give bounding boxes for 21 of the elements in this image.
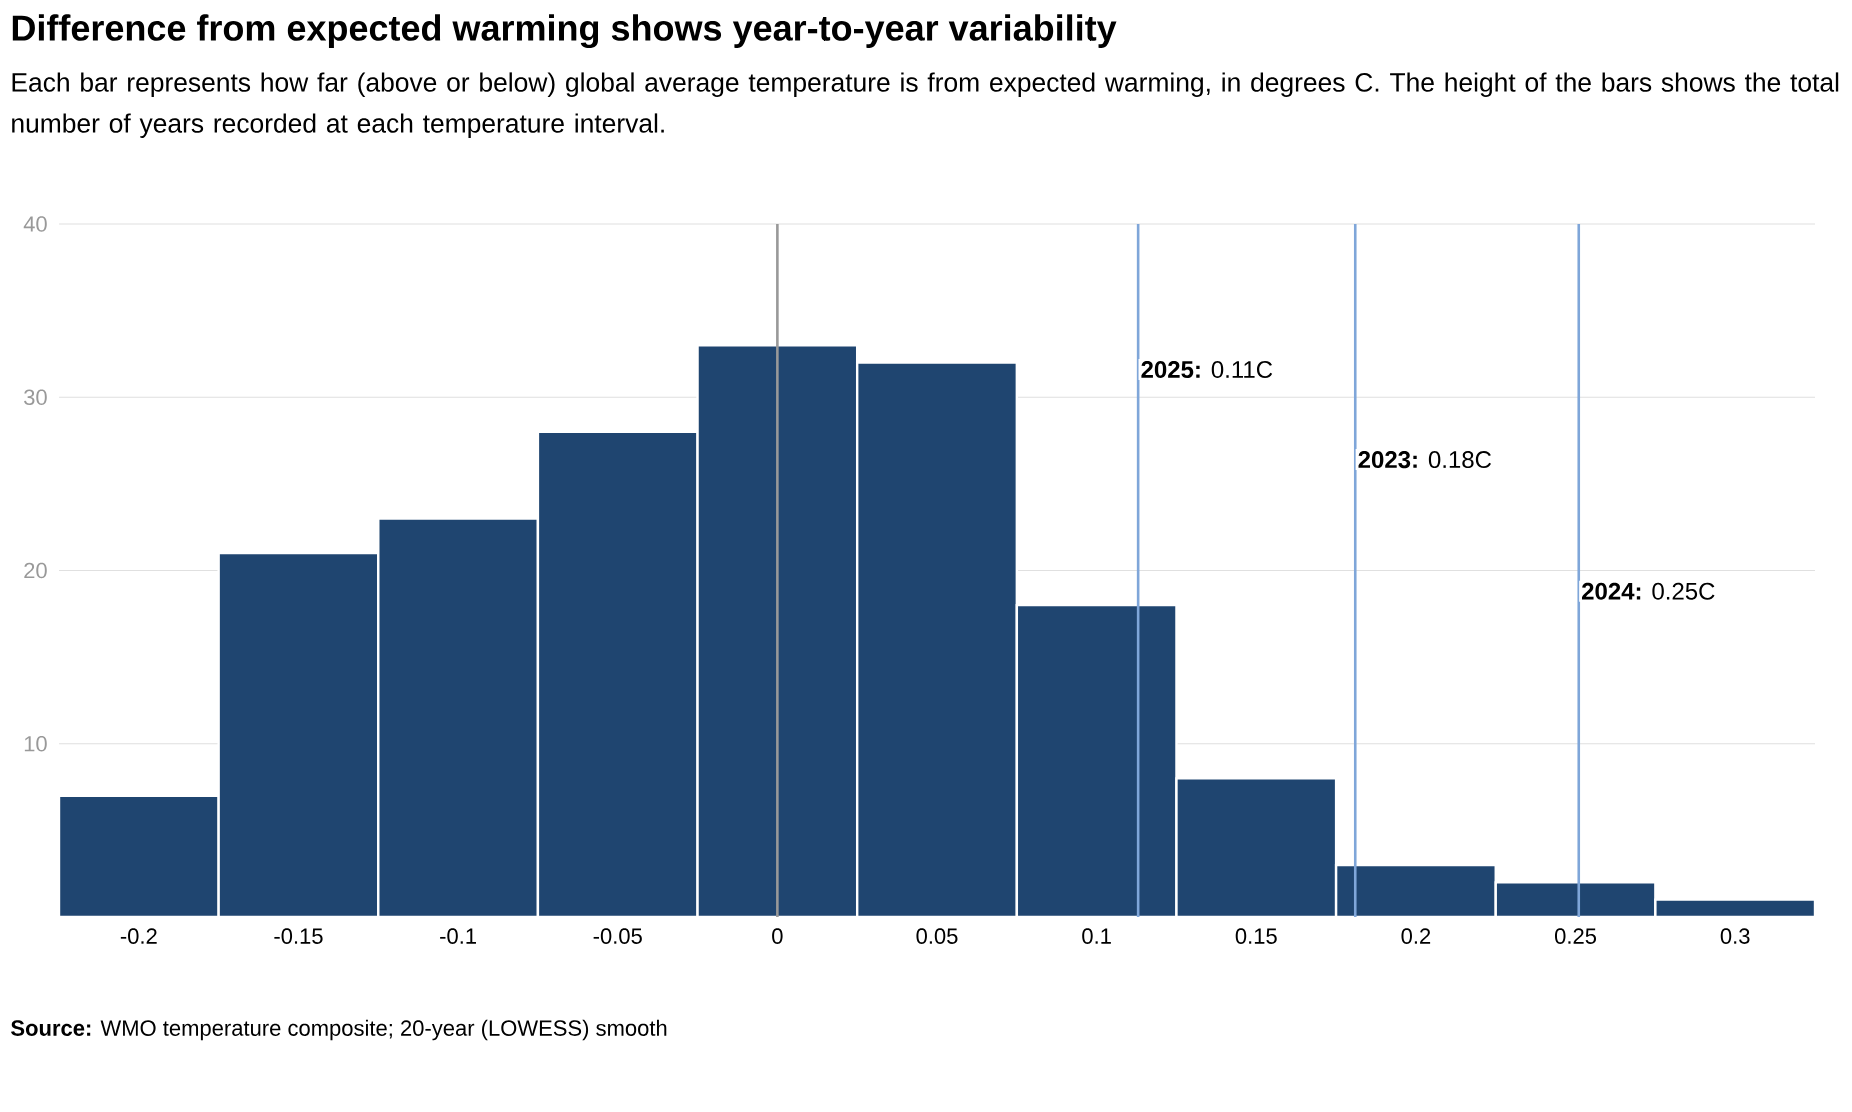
y-tick-label: 10 <box>24 735 47 752</box>
x-tick-label: 0.2 <box>1401 928 1431 944</box>
y-tick-label: 20 <box>24 562 47 579</box>
text: Source: WMO temperature composite; 20-year (LOWESS) smooth <box>11 1019 667 1041</box>
ref-line-label: 2025: 0.11C <box>1141 361 1273 378</box>
x-tick-label: 0.25 <box>1554 928 1597 944</box>
x-tick-label: -0.2 <box>120 928 157 944</box>
x-tick-label: 0.15 <box>1235 928 1277 944</box>
ref-line-label: 2023: 0.18C <box>1358 451 1492 469</box>
y-tick-label: 40 <box>23 216 47 232</box>
x-tick-label: 0.05 <box>916 928 958 944</box>
x-tick-label: 0.1 <box>1082 928 1111 944</box>
x-tick-label: -0.1 <box>440 928 476 944</box>
ref-line-label: 2024: 0.25C <box>1581 582 1715 600</box>
x-tick-label: 0 <box>772 928 783 944</box>
y-tick-label: 30 <box>24 389 47 406</box>
chart-subtitle: Each bar represents how far (above or below) global average temperature is from expected warming, in degrees C. The height of the bars shows the total number of years recorded at each temperature interval. <box>12 72 1839 138</box>
x-tick-label: -0.15 <box>274 928 323 944</box>
chart-title: Difference from expected warming shows year-to-year variability <box>12 14 1117 49</box>
x-tick-label: 0.3 <box>1720 928 1750 944</box>
x-tick-label: -0.05 <box>593 928 642 944</box>
